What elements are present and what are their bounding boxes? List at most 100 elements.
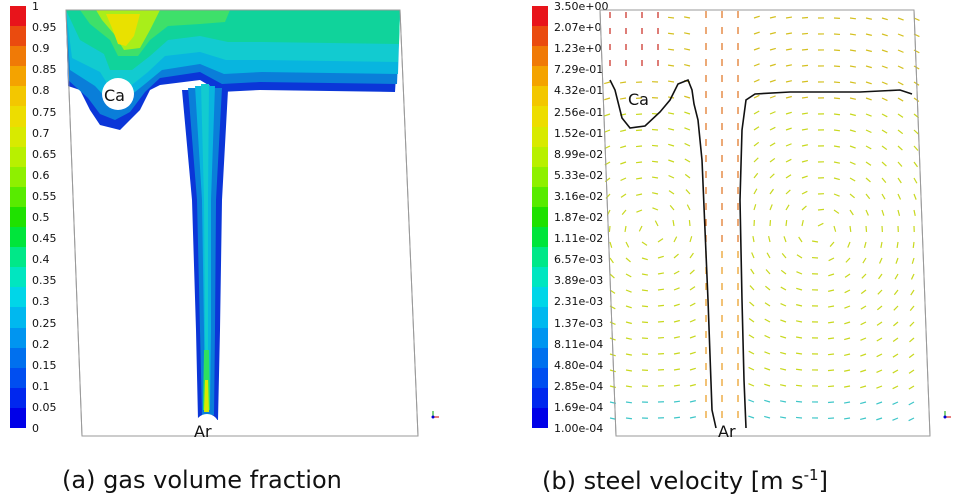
velocity-vector [620,145,627,149]
velocity-vector [849,97,856,100]
contour-plot-gas-fraction [65,9,419,438]
velocity-vector [795,352,803,355]
colorbar-tick-label: 3.89e-03 [554,274,604,288]
velocity-vector [844,353,851,356]
velocity-vector [908,385,915,390]
velocity-vector [897,129,904,135]
velocity-vector [657,255,664,259]
velocity-vector [752,235,755,243]
velocity-vector [817,222,824,227]
velocity-vector [895,257,899,264]
velocity-vector [753,15,760,19]
velocity-vector [780,303,787,307]
colorbar-swatch [532,166,548,187]
velocity-vector [811,240,819,243]
velocity-vector [641,241,648,246]
velocity-vector [845,257,851,263]
velocity-vector [801,16,809,19]
velocity-vector [827,321,835,324]
velocity-vector [801,144,808,147]
colorbar-tick-label: 1.00e-04 [554,422,604,435]
velocity-vector [766,252,771,259]
velocity-vector [748,415,755,419]
velocity-vector [785,64,792,67]
velocity-vector [765,285,771,291]
colorbar-swatch [10,166,26,187]
velocity-vector [865,129,872,134]
velocity-vector [828,257,835,262]
colorbar-tick-label: 0.05 [32,400,57,414]
colorbar-tick-label: 0.35 [32,274,57,288]
velocity-vector [780,269,787,275]
velocity-vector [753,31,760,35]
velocity-vector [764,302,771,307]
velocity-vector [860,401,867,405]
velocity-vector [668,128,675,131]
velocity-vector [913,49,920,54]
velocity-vector [684,63,691,67]
colorbar-tick-label: 0.65 [32,147,57,161]
velocity-vector [801,128,809,131]
velocity-vector [881,113,888,118]
velocity-vector [657,288,665,291]
colorbar-tick-label: 0 [32,422,39,435]
velocity-vector [785,127,792,131]
velocity-vector [881,161,887,167]
velocity-vector [881,81,888,85]
velocity-vector [913,209,916,216]
colorbar-swatch [10,26,26,47]
colorbar-swatch [10,367,26,388]
velocity-vector [749,285,755,291]
velocity-vector [764,318,771,323]
colorbar-swatch [532,6,548,27]
velocity-vector [833,225,837,232]
velocity-vector [908,353,915,359]
velocity-vector [893,321,899,327]
velocity-vector [827,337,835,340]
velocity-vector [827,305,835,308]
velocity-vector [833,193,840,197]
colorbar-swatch [10,387,26,408]
velocity-vector [625,241,630,248]
velocity-vector [860,321,867,326]
ar-injection-label: Ar [718,422,736,441]
colorbar-swatch [10,267,26,288]
velocity-vector [829,241,835,247]
velocity-vector [673,400,681,403]
colorbar-swatch [10,287,26,308]
velocity-vector [641,257,648,261]
velocity-vector [849,113,856,117]
velocity-vector [748,334,755,339]
velocity-vector [908,401,915,406]
velocity-vector [865,225,868,233]
velocity-vector [689,416,696,419]
velocity-vector [798,236,803,243]
velocity-vector [844,273,851,278]
velocity-vector [625,401,633,404]
velocity-vector [892,337,899,342]
velocity-vector [657,304,665,307]
velocity-vector [881,17,888,21]
velocity-vector [625,337,632,340]
velocity-vector [796,271,803,275]
velocity-vector [651,144,659,147]
velocity-vector [876,305,883,311]
caption-panel-a: (a) gas volume fraction [62,466,342,494]
velocity-vector [769,173,775,179]
velocity-vector [897,33,904,37]
velocity-vector [785,48,793,51]
velocity-vector [860,353,867,357]
velocity-vector [609,257,614,264]
velocity-vector [865,49,872,53]
velocity-vector [896,241,899,249]
velocity-vector [785,95,792,99]
gas-interface-line [609,78,717,429]
velocity-vector [833,177,840,181]
velocity-vector [781,252,787,259]
colorbar-swatch [10,186,26,207]
velocity-vector [893,305,899,311]
velocity-vector [620,193,627,198]
velocity-vector [827,385,835,388]
velocity-vector [913,97,920,102]
velocity-vector [849,145,856,149]
